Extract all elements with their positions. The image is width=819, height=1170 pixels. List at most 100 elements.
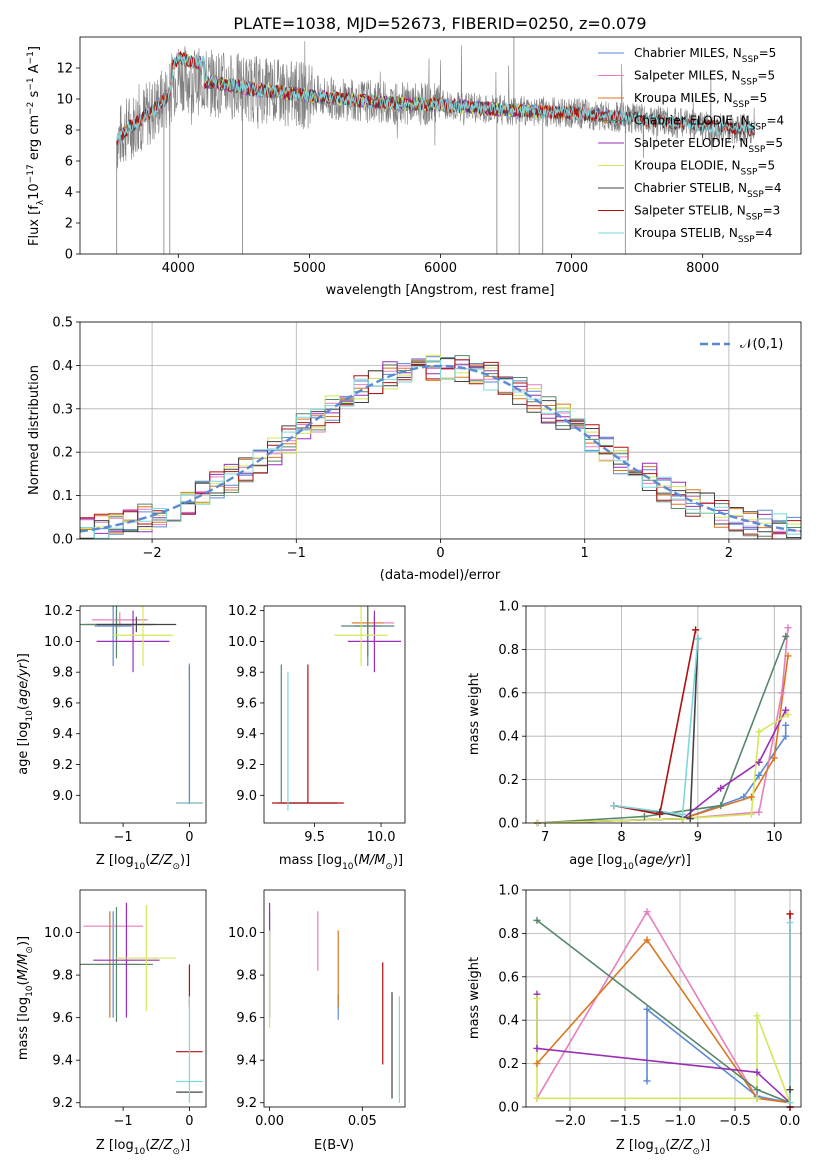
point-marker (755, 758, 763, 766)
y-tick-label: 9.6 (236, 696, 257, 711)
age-vs-mass-panel: 9.5 10.0 9.0 9.2 9.4 9.6 9.8 10.0 10.2 mass [log1… (228, 604, 406, 872)
y-tick-label: 9.6 (52, 1011, 73, 1026)
point-marker (786, 1099, 794, 1107)
series-line (613, 638, 699, 816)
figure-title: PLATE=1038, MJD=52673, FIBERID=0250, z=0… (233, 14, 646, 33)
weight-vs-metallicity-panel: −2.0 −1.5 −1.0 −0.5 0.0 0.0 0.2 0.4 0.6 0.8 1.0 Z [… (467, 884, 802, 1157)
y-tick-label: 9.8 (52, 969, 73, 984)
x-tick-label: 1 (581, 546, 589, 561)
axes-frame (79, 321, 802, 540)
y-axis-label: age [log10(age/yr)] (16, 653, 35, 775)
series-line (536, 938, 791, 1104)
point-marker (643, 936, 651, 944)
x-axis-label: Z [log10(Z/Z⊙)] (616, 1138, 710, 1157)
y-tick-label: 0.0 (498, 817, 519, 832)
series-line (646, 1007, 791, 1104)
point-marker (782, 632, 790, 640)
point-marker (755, 808, 763, 816)
point-marker (740, 793, 748, 801)
point-marker (717, 784, 725, 792)
y-tick-label: 0.6 (498, 970, 519, 985)
legend-label: Salpeter MILES, NSSP=5 (634, 69, 775, 88)
point-marker (533, 1044, 541, 1052)
y-tick-label: 8 (65, 124, 73, 139)
y-tick-label: 9.4 (236, 1054, 257, 1069)
y-tick-label: 0.5 (52, 316, 73, 331)
mass-vs-extinction-panel: 0.00 0.05 9.2 9.4 9.6 9.8 10.0 E(B-V) (228, 889, 406, 1153)
y-tick-label: 9.0 (52, 789, 73, 804)
axes-frame (525, 889, 802, 1108)
point-marker (770, 754, 778, 762)
point-marker (679, 810, 687, 818)
series-line (537, 636, 787, 823)
plot-area (271, 606, 402, 811)
x-tick-label: −2 (143, 546, 162, 561)
legend-label: Chabrier STELIB, NSSP=4 (634, 181, 782, 200)
point-marker (643, 908, 651, 916)
y-tick-label: 0 (65, 248, 73, 263)
legend-label: Kroupa MILES, NSSP=5 (634, 91, 767, 110)
x-tick-label: 0 (436, 546, 444, 561)
y-tick-label: 0.6 (498, 686, 519, 701)
x-tick-label: −1 (114, 1114, 133, 1129)
x-tick-label: 0.05 (348, 1114, 377, 1129)
point-marker (686, 815, 694, 823)
residuals-panel: −2 −1 0 1 2 0.0 0.1 0.2 0.3 0.4 0.5 (data-model)/er… (27, 316, 802, 583)
x-axis-label: wavelength [Angstrom, rest frame] (326, 283, 555, 298)
x-axis-label: Z [log10(Z/Z⊙)] (96, 1138, 190, 1157)
plot-area (80, 606, 203, 805)
y-tick-label: 6 (65, 155, 73, 170)
x-tick-label: 0 (185, 1114, 193, 1129)
legend-label: Chabrier MILES, NSSP=5 (634, 46, 776, 65)
plot-area (80, 322, 801, 539)
x-tick-label: −1.5 (609, 1114, 641, 1129)
y-tick-label: 9.8 (236, 666, 257, 681)
point-marker (753, 1068, 761, 1076)
legend-label: Kroupa ELODIE, NSSP=5 (634, 159, 775, 178)
x-tick-label: 10 (766, 830, 783, 845)
x-tick-label: −2.0 (554, 1114, 586, 1129)
point-marker (610, 802, 618, 810)
y-tick-label: 1.0 (498, 600, 519, 615)
x-tick-label: −1 (287, 546, 306, 561)
plot-area (80, 902, 203, 1103)
x-tick-label: −0.5 (719, 1114, 751, 1129)
y-axis-label: mass weight (467, 957, 482, 1039)
y-tick-label: 9.8 (52, 666, 73, 681)
axes-frame (79, 605, 207, 824)
y-tick-label: 9.2 (236, 1096, 257, 1111)
y-tick-label: 9.4 (52, 1054, 73, 1069)
axes-frame (79, 889, 207, 1108)
legend-label: Salpeter ELODIE, NSSP=5 (634, 136, 783, 155)
x-tick-label: 0.0 (780, 1114, 801, 1129)
x-tick-label: 0 (185, 830, 193, 845)
weight-vs-age-panel: 7 8 9 10 0.0 0.2 0.4 0.6 0.8 1.0 age [log10(age/yr… (467, 600, 802, 872)
y-tick-label: 9.2 (52, 1096, 73, 1111)
axes-frame (525, 605, 802, 824)
y-axis-label: Flux [fλ10−17 erg cm−2 s−1 A−1] (26, 46, 46, 246)
y-tick-label: 9.6 (236, 1011, 257, 1026)
plot-area (268, 902, 401, 1103)
y-tick-label: 0.1 (52, 489, 73, 504)
point-marker (533, 916, 541, 924)
legend-label: Salpeter STELIB, NSSP=3 (634, 204, 780, 223)
x-tick-label: 8000 (686, 261, 719, 276)
y-tick-label: 9.4 (236, 727, 257, 742)
axes-frame (263, 889, 406, 1108)
mass-vs-metallicity-panel: −1 0 9.2 9.4 9.6 9.8 10.0 Z [log10(Z/Z⊙)] mass [… (16, 889, 207, 1157)
y-tick-label: 0.0 (52, 533, 73, 548)
x-axis-label: (data-model)/error (380, 568, 501, 583)
axes-frame (263, 605, 406, 824)
series-line (537, 627, 789, 823)
point-marker (782, 706, 790, 714)
x-axis-label: mass [log10(M/M⊙)] (279, 853, 403, 872)
x-tick-label: 9.5 (304, 830, 325, 845)
y-tick-label: 0.4 (52, 359, 73, 374)
point-marker (753, 1086, 761, 1094)
point-marker (784, 624, 792, 632)
point-marker (640, 812, 648, 820)
y-tick-label: 0.0 (498, 1101, 519, 1116)
series-line (536, 919, 791, 1104)
x-tick-label: 6000 (424, 261, 457, 276)
